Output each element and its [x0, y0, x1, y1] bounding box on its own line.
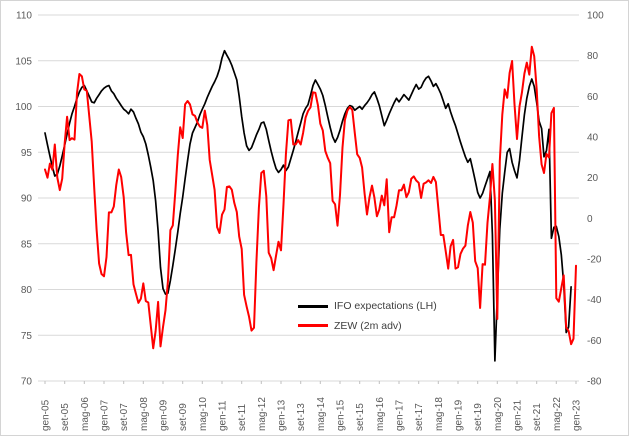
x-axis-tick-label: gen-07 [100, 399, 111, 431]
series-line-zew [44, 45, 577, 350]
legend-item-ifo: IFO expectations (LH) [298, 301, 437, 312]
y-axis-left-tick-label: 85 [21, 239, 33, 250]
y-axis-left-tick-label: 100 [15, 102, 32, 113]
y-axis-left-tick-label: 105 [15, 56, 32, 67]
x-axis-tick-label: gen-17 [395, 399, 406, 431]
x-axis-tick-label: gen-05 [41, 399, 52, 431]
y-axis-left-tick-label: 80 [21, 285, 33, 296]
x-axis-tick-label: set-09 [178, 403, 189, 431]
x-axis-tick-label: mag-20 [493, 397, 504, 431]
y-axis-right-tick-label: 0 [587, 214, 593, 225]
x-axis-tick-label: set-19 [473, 403, 484, 431]
chart-legend: IFO expectations (LH) ZEW (2m adv) [298, 301, 437, 331]
y-axis-right-tick-label: -20 [587, 255, 602, 266]
x-axis-tick-label: gen-15 [336, 399, 347, 431]
x-axis-tick-label: mag-16 [375, 397, 386, 431]
y-axis-right-tick-label: -80 [587, 377, 602, 388]
series-line-ifo [44, 49, 572, 362]
x-axis-tick-label: set-17 [414, 403, 425, 431]
x-axis-tick-label: mag-22 [552, 397, 563, 431]
x-axis-tick-label: set-05 [60, 403, 71, 431]
x-axis-tick-label: mag-08 [139, 397, 150, 431]
y-axis-right-tick-label: 20 [587, 173, 599, 184]
x-axis-tick-label: gen-23 [572, 399, 583, 431]
x-axis-tick-label: gen-13 [277, 399, 288, 431]
x-axis-tick-label: set-11 [237, 404, 248, 431]
x-axis-tick-label: mag-06 [80, 397, 91, 431]
x-axis-tick-label: mag-10 [198, 397, 209, 431]
y-axis-left-tick-label: 75 [21, 331, 33, 342]
y-axis-left-tick-label: 110 [16, 11, 32, 22]
legend-line-swatch-ifo [298, 304, 328, 308]
x-axis-tick-label: set-07 [119, 403, 130, 431]
y-axis-right-tick-label: 100 [587, 11, 604, 22]
x-axis-tick-label: mag-18 [434, 397, 445, 431]
y-axis-left-tick-label: 70 [21, 377, 33, 388]
x-axis-tick-label: set-13 [296, 403, 307, 431]
legend-label-ifo: IFO expectations (LH) [334, 300, 437, 312]
legend-item-zew: ZEW (2m adv) [298, 319, 437, 332]
legend-line-swatch-zew [298, 324, 328, 328]
y-axis-right-tick-label: -40 [587, 295, 602, 306]
x-axis-tick-label: gen-19 [454, 399, 465, 431]
x-axis-tick-label: gen-11 [218, 400, 229, 431]
y-axis-right-tick-label: 80 [587, 51, 599, 62]
y-axis-left-tick-label: 95 [21, 148, 33, 159]
x-axis-tick-label: set-21 [532, 403, 543, 431]
y-axis-left-tick-label: 90 [21, 194, 33, 205]
x-axis-tick-label: set-15 [355, 403, 366, 431]
x-axis-tick-label: mag-12 [257, 397, 268, 431]
y-axis-right-tick-label: 60 [587, 92, 599, 103]
legend-label-zew: ZEW (2m adv) [334, 319, 402, 332]
y-axis-right-tick-label: 40 [587, 133, 599, 144]
x-axis-tick-label: mag-14 [316, 397, 327, 431]
x-axis-tick-label: gen-09 [159, 399, 170, 431]
x-axis-tick-label: gen-21 [513, 399, 524, 431]
y-axis-right-tick-label: -60 [587, 336, 602, 347]
